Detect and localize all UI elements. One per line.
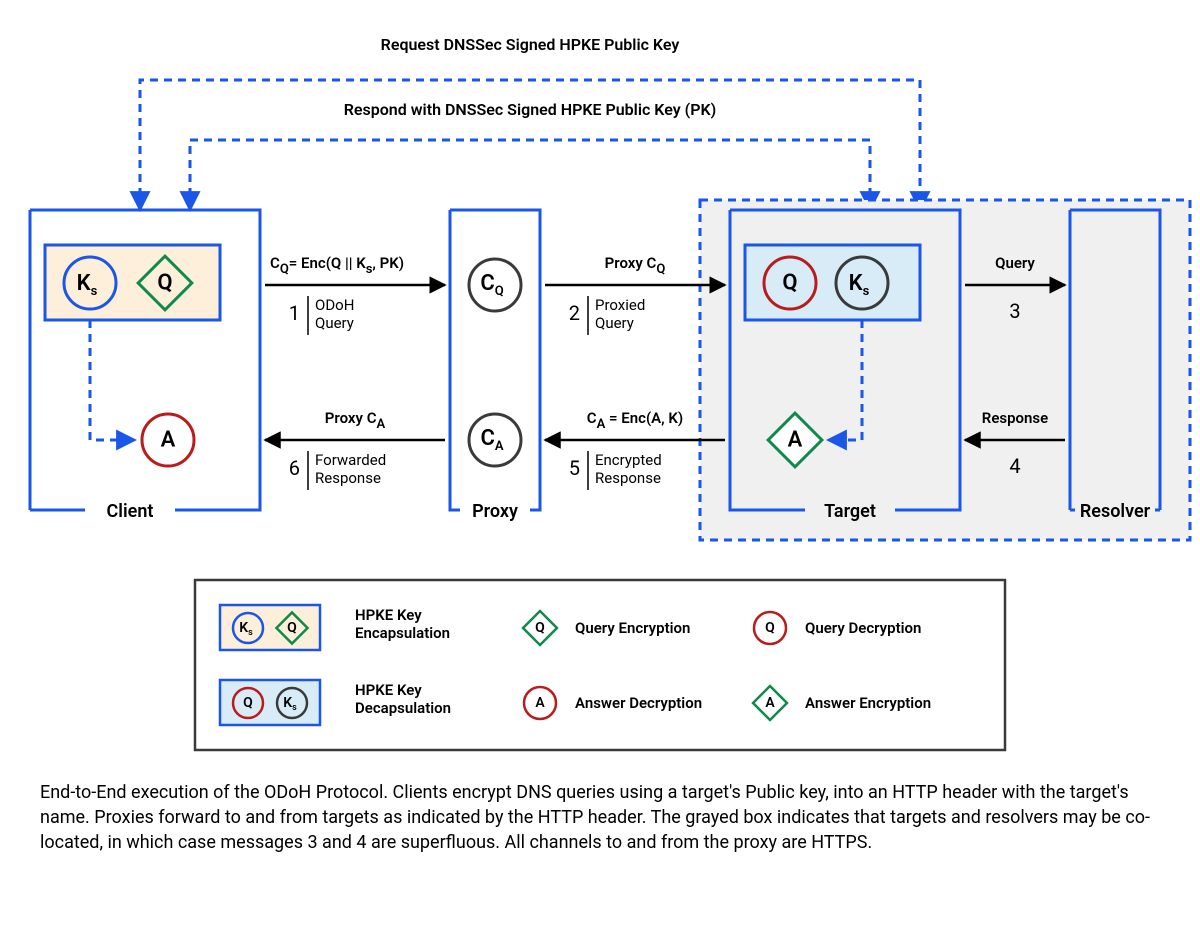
svg-text:A: A [535,695,545,711]
svg-text:Q: Q [243,695,253,711]
svg-text:Query Decryption: Query Decryption [805,619,921,637]
svg-text:Target: Target [824,501,876,522]
diagram: Request DNSSec Signed HPKE Public Key Re… [0,0,1200,780]
svg-text:Response: Response [595,469,661,487]
request-label: Request DNSSec Signed HPKE Public Key [381,35,680,54]
svg-text:Proxied: Proxied [595,296,645,314]
svg-text:Q: Q [157,271,172,296]
svg-text:Forwarded: Forwarded [315,451,386,469]
svg-text:Q: Q [765,620,775,636]
svg-text:Proxy CA: Proxy CA [325,409,386,432]
svg-text:Answer Encryption: Answer Encryption [805,694,931,712]
svg-text:Encapsulation: Encapsulation [355,624,450,642]
svg-text:5: 5 [569,456,580,480]
svg-text:1: 1 [289,301,300,325]
svg-text:A: A [788,428,803,453]
svg-text:Proxy CQ: Proxy CQ [605,254,666,277]
svg-text:Query Encryption: Query Encryption [575,619,690,637]
svg-text:Resolver: Resolver [1080,501,1151,522]
svg-text:Response: Response [315,469,381,487]
svg-text:Proxy: Proxy [472,501,518,522]
svg-text:HPKE Key: HPKE Key [355,606,422,624]
svg-text:CQ= Enc(Q || Ks, PK): CQ= Enc(Q || Ks, PK) [270,254,404,277]
respond-path [190,140,870,210]
svg-text:2: 2 [569,301,580,325]
respond-label: Respond with DNSSec Signed HPKE Public K… [344,100,717,119]
svg-text:6: 6 [289,456,300,480]
caption: End-to-End execution of the ODoH Protoco… [0,780,1200,886]
svg-text:ODoH: ODoH [315,296,354,314]
svg-text:Q: Q [535,620,545,636]
svg-text:Encrypted: Encrypted [595,451,662,469]
svg-text:Response: Response [982,409,1048,427]
svg-text:Query: Query [595,314,634,332]
svg-text:Decapsulation: Decapsulation [355,699,451,717]
svg-text:Answer Decryption: Answer Decryption [575,694,702,712]
svg-text:Q: Q [782,271,797,296]
svg-text:A: A [161,428,176,453]
svg-text:3: 3 [1009,299,1020,323]
svg-text:Query: Query [315,314,354,332]
svg-text:4: 4 [1009,454,1020,478]
svg-text:HPKE Key: HPKE Key [355,681,422,699]
svg-text:Query: Query [995,254,1035,272]
svg-text:CA = Enc(A, K): CA = Enc(A, K) [587,409,683,432]
svg-text:A: A [765,695,775,711]
svg-text:Client: Client [107,501,154,522]
proxy-box: Proxy CQ CA [450,210,540,522]
svg-text:Q: Q [287,620,297,636]
legend: Ks Q HPKE Key Encapsulation Q Query Encr… [195,580,1005,750]
client-box: Client Ks Q A [30,210,260,522]
